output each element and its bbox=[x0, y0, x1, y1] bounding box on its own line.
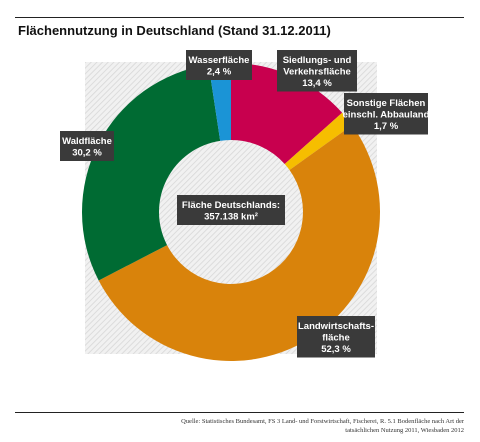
label-slice-2-text-0: Landwirtschafts- bbox=[298, 321, 374, 332]
label-slice-1-text-1: einschl. Abbauland bbox=[343, 110, 430, 121]
label-slice-4-text-0: Wasserfläche bbox=[189, 55, 250, 66]
label-slice-0-text-0: Siedlungs- und bbox=[283, 55, 352, 66]
center-label-box bbox=[177, 195, 285, 225]
label-slice-2-text-2: 52,3 % bbox=[321, 344, 351, 355]
slice-1 bbox=[284, 112, 353, 171]
label-slice-2-box bbox=[297, 316, 375, 358]
slice-4 bbox=[208, 63, 231, 141]
label-slice-1-text-0: Sonstige Flächen bbox=[347, 98, 426, 109]
bottom-rule bbox=[15, 412, 464, 413]
center-label-text-1: 357.138 km² bbox=[204, 212, 258, 223]
top-rule bbox=[15, 17, 464, 18]
label-slice-2-text-1: fläche bbox=[322, 333, 349, 344]
source-note: Quelle: Statistisches Bundesamt, FS 3 La… bbox=[164, 417, 464, 435]
label-slice-4-box bbox=[186, 50, 252, 80]
label-slice-3-text-1: 30,2 % bbox=[72, 148, 102, 159]
slice-0 bbox=[231, 63, 343, 165]
label-slice-0-text-1: Verkehrsfläche bbox=[283, 67, 351, 78]
slice-3 bbox=[82, 64, 221, 281]
center-label-text-0: Fläche Deutschlands: bbox=[182, 200, 280, 211]
label-slice-0-box bbox=[277, 50, 357, 92]
label-slice-0-text-2: 13,4 % bbox=[302, 78, 332, 89]
label-slice-3-text-0: Waldfläche bbox=[62, 136, 112, 147]
chart-title: Flächennutzung in Deutschland (Stand 31.… bbox=[18, 23, 331, 38]
source-line-2: tatsächlichen Nutzung 2011, Wiesbaden 20… bbox=[345, 427, 464, 434]
label-slice-1-text-2: 1,7 % bbox=[374, 121, 399, 132]
label-slice-1-box bbox=[344, 93, 428, 135]
label-slice-3-box bbox=[60, 131, 114, 161]
center-label: Fläche Deutschlands:357.138 km² bbox=[177, 195, 285, 225]
slice-2 bbox=[98, 125, 381, 362]
source-line-1: Quelle: Statistisches Bundesamt, FS 3 La… bbox=[181, 418, 464, 425]
label-slice-4-text-1: 2,4 % bbox=[207, 67, 232, 78]
